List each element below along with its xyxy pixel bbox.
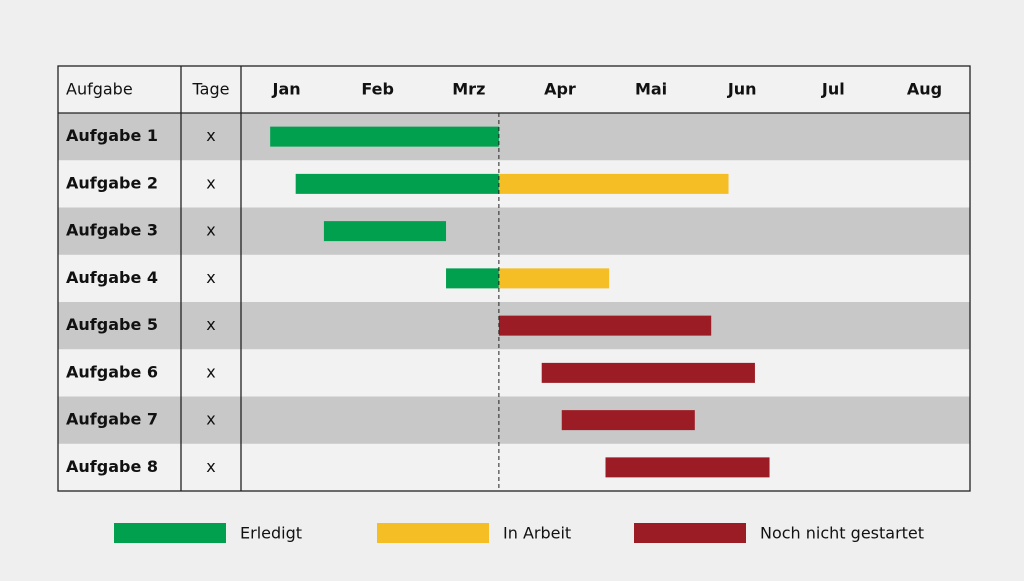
month-label: Jun	[727, 80, 757, 99]
task-label: Aufgabe 4	[66, 268, 158, 287]
task-label: Aufgabe 1	[66, 126, 158, 145]
days-label: x	[206, 268, 215, 287]
gantt-bar	[295, 173, 499, 194]
gantt-bar	[541, 362, 755, 383]
gantt-bar	[498, 268, 610, 289]
table-border	[57, 65, 971, 492]
legend-label: Noch nicht gestartet	[760, 524, 924, 543]
month-label: Jan	[271, 80, 300, 99]
gantt-bar	[323, 221, 447, 242]
gantt-bar	[446, 268, 499, 289]
days-label: x	[206, 173, 215, 192]
task-label: Aufgabe 8	[66, 457, 158, 476]
legend-swatch	[114, 523, 226, 543]
gantt-bar	[498, 315, 712, 336]
row-band	[58, 113, 970, 161]
gantt-bar	[561, 410, 695, 431]
row-band	[58, 396, 970, 444]
header-days: Tage	[192, 80, 230, 99]
gantt-bar	[605, 457, 770, 478]
days-label: x	[206, 457, 215, 476]
days-label: x	[206, 126, 215, 145]
task-label: Aufgabe 2	[66, 173, 158, 192]
days-label: x	[206, 315, 215, 334]
gantt-bar	[498, 173, 729, 194]
header-task: Aufgabe	[66, 80, 133, 99]
legend-label: Erledigt	[240, 524, 302, 543]
month-label: Mrz	[452, 80, 485, 99]
month-label: Mai	[635, 80, 667, 99]
days-label: x	[206, 410, 215, 429]
task-label: Aufgabe 6	[66, 362, 158, 381]
days-label: x	[206, 221, 215, 240]
task-label: Aufgabe 7	[66, 410, 158, 429]
month-label: Apr	[544, 80, 576, 99]
legend-swatch	[377, 523, 489, 543]
legend-label: In Arbeit	[503, 524, 571, 543]
month-label: Feb	[361, 80, 394, 99]
legend-swatch	[634, 523, 746, 543]
month-label: Aug	[907, 80, 942, 99]
task-label: Aufgabe 3	[66, 221, 158, 240]
days-label: x	[206, 362, 215, 381]
gantt-bar	[270, 126, 499, 147]
month-label: Jul	[821, 80, 845, 99]
task-label: Aufgabe 5	[66, 315, 158, 334]
row-band	[58, 207, 970, 255]
